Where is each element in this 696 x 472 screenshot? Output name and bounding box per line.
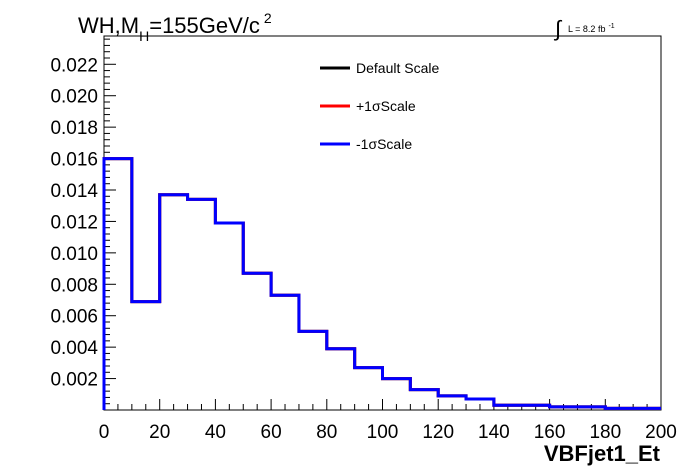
- lumi-sup: -1: [608, 23, 614, 30]
- x-tick-label: 160: [534, 422, 566, 443]
- x-tick-label: 140: [478, 422, 510, 443]
- title-rest: =155GeV/c: [149, 13, 260, 38]
- title-main: WH,M: [78, 13, 139, 38]
- y-tick-label: 0.020: [50, 87, 98, 108]
- y-tick-label: 0.008: [50, 275, 98, 296]
- y-tick-label: 0.018: [50, 118, 98, 139]
- y-tick-label: 0.010: [50, 244, 98, 265]
- y-tick-label: 0.016: [50, 150, 98, 171]
- legend-label: Default Scale: [356, 60, 439, 76]
- legend-label: +1σScale: [356, 98, 416, 114]
- y-tick-label: 0.004: [50, 338, 98, 359]
- x-tick-label: 120: [422, 422, 454, 443]
- series-line-2: [102, 157, 661, 410]
- y-tick-label: 0.012: [50, 212, 98, 233]
- series-layer: [102, 157, 661, 410]
- lumi-text: L = 8.2 fb: [568, 24, 605, 34]
- legend-label: -1σScale: [356, 136, 412, 152]
- x-tick-label: 60: [261, 422, 282, 443]
- plot-frame: [103, 35, 662, 411]
- y-tick-label: 0.002: [50, 370, 98, 391]
- y-axis: 0.002 0.004 0.006 0.008 0.010 0.012 0.014 0.016…: [50, 38, 116, 405]
- y-tick-label: 0.014: [50, 181, 98, 202]
- legend: Default Scale +1σScale -1σScale: [320, 60, 439, 152]
- x-tick-label: 100: [367, 422, 399, 443]
- title-sup: 2: [264, 10, 272, 26]
- y-tick-label: 0.022: [50, 55, 98, 76]
- x-tick-label: 20: [149, 422, 170, 443]
- x-axis-label: VBFjet1_Et: [544, 441, 661, 466]
- x-tick-label: 0: [99, 422, 110, 443]
- x-tick-label: 180: [589, 422, 621, 443]
- x-tick-label: 80: [316, 422, 337, 443]
- lumi-integral: ∫: [553, 16, 563, 41]
- y-tick-label: 0.006: [50, 307, 98, 328]
- x-tick-label: 40: [205, 422, 226, 443]
- lumi-label: L = 8.2 fb -1: [568, 23, 615, 34]
- x-tick-label: 200: [645, 422, 677, 443]
